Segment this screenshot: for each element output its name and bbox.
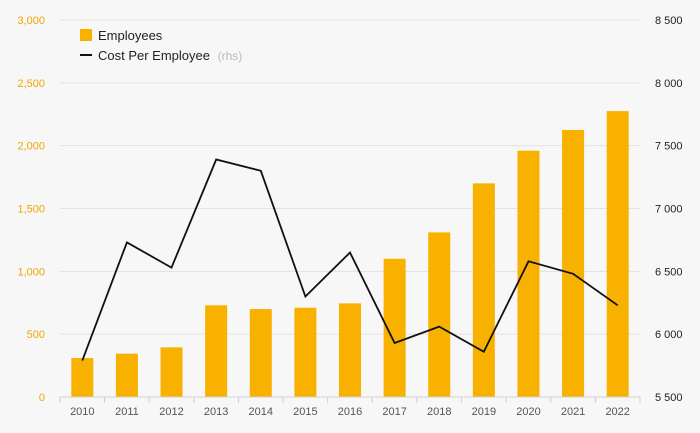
- legend: Employees Cost Per Employee (rhs): [80, 28, 242, 63]
- x-tick-label-2017: 2017: [382, 406, 406, 418]
- left-tick-label: 500: [27, 329, 45, 341]
- x-tick-label-2018: 2018: [427, 406, 451, 418]
- legend-label-cost-per-employee-text: Cost Per Employee: [98, 48, 210, 63]
- bar-2022: [606, 111, 629, 397]
- employees-bars: [71, 111, 629, 398]
- legend-label-employees: Employees: [98, 28, 163, 43]
- cost-per-employee-line: [81, 158, 619, 361]
- x-tick-label-2014: 2014: [249, 406, 273, 418]
- left-tick-label: 0: [39, 392, 45, 404]
- right-axis: 5 500 6 000 6 500 7 000 7 500 8 000 8 500: [655, 15, 683, 404]
- x-tick-label-2019: 2019: [472, 406, 496, 418]
- bar-2012: [160, 347, 183, 397]
- right-tick-label: 5 500: [655, 392, 683, 404]
- legend-swatch-employees: [80, 29, 92, 41]
- x-tick-label-2021: 2021: [561, 406, 585, 418]
- right-tick-label: 6 000: [655, 329, 683, 341]
- x-tick-label-2016: 2016: [338, 406, 362, 418]
- right-tick-label: 8 500: [655, 15, 683, 27]
- bar-2010: [71, 358, 94, 397]
- left-tick-label: 2,500: [17, 78, 45, 90]
- bar-2019: [472, 183, 495, 397]
- right-tick-label: 6 500: [655, 266, 683, 278]
- right-tick-label: 7 500: [655, 141, 683, 153]
- x-tick-label-2015: 2015: [293, 406, 317, 418]
- bar-2021: [562, 129, 585, 398]
- bar-2011: [115, 353, 138, 397]
- bar-2014: [249, 309, 272, 397]
- bar-2020: [517, 150, 540, 397]
- x-tick-label-2020: 2020: [516, 406, 540, 418]
- left-axis: 0 500 1,000 1,500 2,000 2,500 3,000: [17, 15, 45, 404]
- cost-per-employee-line-group: [81, 158, 619, 361]
- legend-label-cost-per-employee-suffix: (rhs): [218, 49, 243, 63]
- right-tick-label: 7 000: [655, 204, 683, 216]
- bar-2016: [339, 303, 361, 397]
- legend-label-cost-per-employee: Cost Per Employee (rhs): [98, 48, 242, 63]
- gridlines: [60, 19, 640, 398]
- x-tick-label-2022: 2022: [605, 406, 629, 418]
- bar-2017: [383, 258, 406, 397]
- x-tick-label-2010: 2010: [70, 406, 94, 418]
- left-tick-label: 1,000: [17, 266, 45, 278]
- bar-2013: [205, 305, 228, 397]
- bar-2015: [294, 307, 317, 397]
- x-tick-label-2013: 2013: [204, 406, 228, 418]
- bar-2018: [428, 232, 451, 397]
- right-tick-label: 8 000: [655, 78, 683, 90]
- x-tick-label-2012: 2012: [159, 406, 183, 418]
- left-tick-label: 2,000: [17, 141, 45, 153]
- x-tick-label-2011: 2011: [115, 406, 139, 418]
- left-tick-label: 1,500: [17, 204, 45, 216]
- x-axis: 2010 2011 2012 2013 2014 2015 2016 2017 2018 2019…: [59, 396, 641, 418]
- left-tick-label: 3,000: [17, 15, 45, 27]
